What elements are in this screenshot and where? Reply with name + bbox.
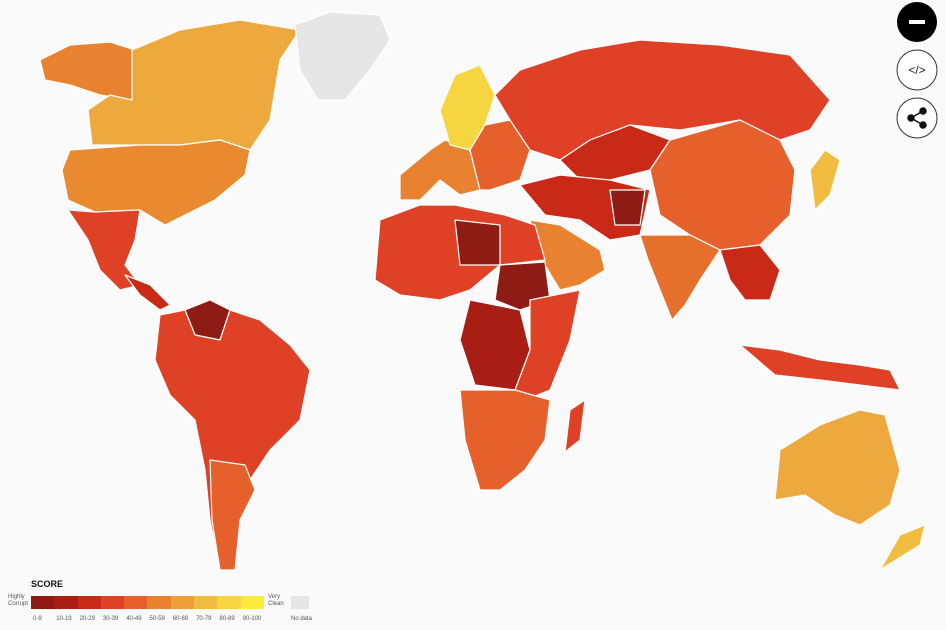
embed-icon: </> [908,63,925,77]
share-icon [907,107,927,129]
central-america [124,274,171,311]
legend: SCORE Highly Corrupt 0-9 10-19 20-29 30-39 4… [0,575,320,630]
legend-title: SCORE [31,579,64,589]
legend-bin: 70-79 [194,596,218,622]
south-america [154,309,311,571]
countries [39,11,926,571]
usa [61,139,251,226]
new-zealand [879,524,926,571]
legend-bin-label: 70-79 [196,616,212,622]
southeast-asia [719,244,781,301]
legend-bin-label: 60-69 [172,616,189,622]
libya [454,219,501,266]
legend-bin: 0-9 [31,596,55,622]
northern-europe [439,64,496,151]
no-data-swatch [291,596,309,609]
afghanistan [609,189,646,226]
legend-bin-label: 90-100 [242,616,262,622]
legend-bin-label: 10-19 [56,616,72,622]
no-data-label: No data [291,616,313,622]
legend-bin-label: 30-39 [102,616,119,622]
arabia [529,219,606,291]
legend-bin: 30-39 [100,596,125,622]
alaska [39,41,136,101]
western-europe [399,139,481,201]
japan [809,149,841,211]
legend-bin-label: 80-89 [219,616,235,622]
share-button[interactable] [896,97,938,139]
legend-bin-label: 20-29 [79,616,95,622]
legend-bin-label: 0-9 [33,616,42,622]
legend-bin-label: 50-59 [149,616,165,622]
southern-africa [459,389,551,491]
low-label: Highly Corrupt [8,594,29,607]
controls: </> [896,2,938,139]
madagascar [564,399,586,453]
legend-bin: 40-49 [124,596,148,622]
legend-bin-label: 40-49 [126,616,142,622]
legend-bin: 80-89 [217,596,241,622]
argentina [209,459,256,571]
greenland [294,11,391,101]
east-africa [514,289,581,401]
legend-bin: 50-59 [147,596,171,622]
legend-scale: 0-9 10-19 20-29 30-39 40-49 50-59 60-69 70-79 80… [31,596,264,622]
embed-button[interactable] [896,49,938,91]
australia [774,409,901,526]
legend-bin: 10-19 [54,596,78,622]
legend-bin: 60-69 [170,596,195,622]
minus-icon [909,20,925,24]
indonesia [739,344,901,391]
mexico [67,209,141,291]
china [649,119,796,251]
legend-bin: 90-100 [240,596,264,622]
high-label: Very Clean [268,594,284,607]
india [639,234,721,321]
legend-bin: 20-29 [77,596,101,622]
eastern-europe [469,119,531,191]
